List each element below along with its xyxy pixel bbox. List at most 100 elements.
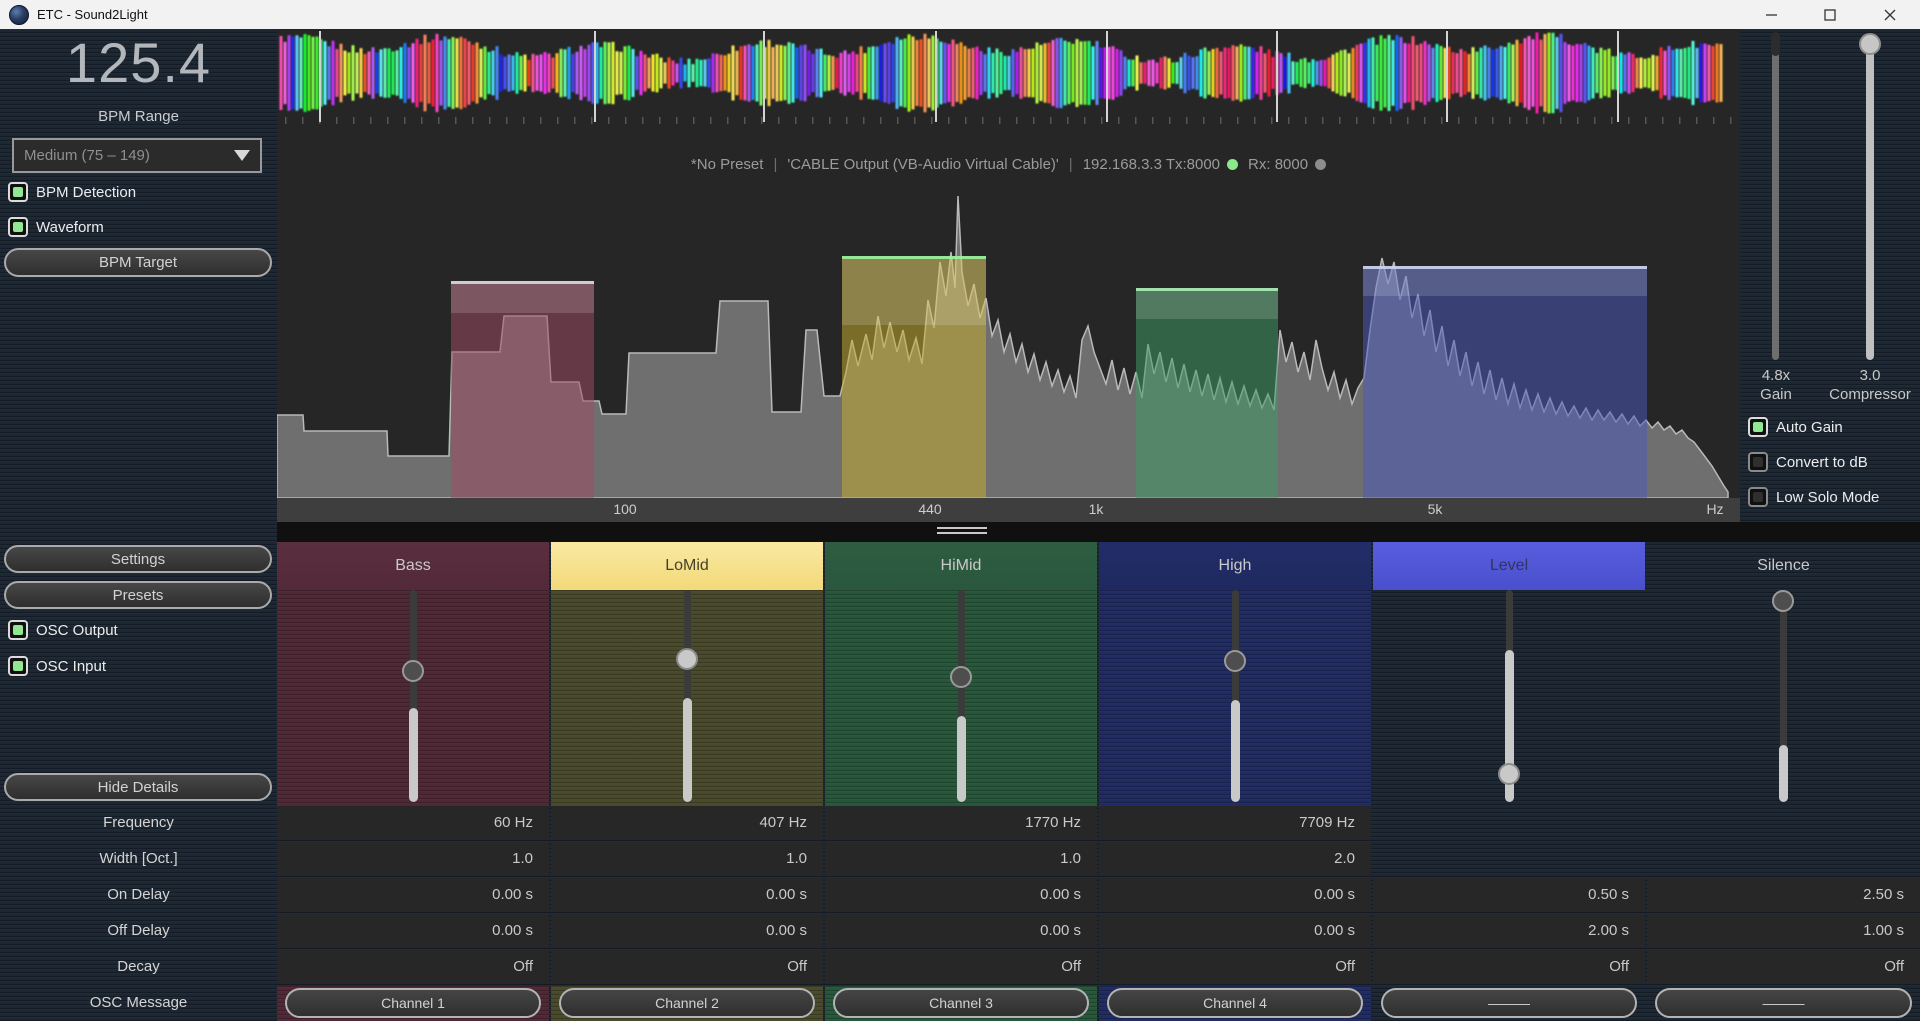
cell-off-delay-level[interactable]: 2.00 s	[1373, 914, 1645, 948]
minimize-button-icon[interactable]	[1749, 0, 1795, 29]
waveform-checkbox[interactable]	[8, 217, 28, 237]
channel-slider-handle-himid[interactable]	[950, 666, 972, 688]
channel-header-lomid[interactable]: LoMid	[551, 542, 823, 590]
compressor-slider-handle[interactable]	[1859, 33, 1881, 55]
channel-slider-handle-silence[interactable]	[1772, 590, 1794, 612]
cell-decay-level[interactable]: Off	[1373, 950, 1645, 984]
hide-details-button[interactable]: Hide Details	[4, 773, 272, 801]
bpm-detection-label: BPM Detection	[36, 183, 137, 201]
channel-level-meter-bass	[408, 708, 418, 802]
cell-width-oct-himid[interactable]: 1.0	[825, 842, 1097, 876]
gain-slider-handle[interactable]	[1771, 32, 1780, 56]
cell-frequency-bass[interactable]: 60 Hz	[277, 806, 549, 840]
channel-slider-track-bass[interactable]	[409, 590, 417, 802]
cell-decay-lomid[interactable]: Off	[551, 950, 823, 984]
cell-frequency-high[interactable]: 7709 Hz	[1099, 806, 1371, 840]
channel-slider-track-lomid[interactable]	[683, 590, 691, 802]
cell-on-delay-level[interactable]: 0.50 s	[1373, 878, 1645, 912]
presets-button[interactable]: Presets	[4, 581, 272, 609]
cell-decay-bass[interactable]: Off	[277, 950, 549, 984]
osc-input-checkbox[interactable]	[8, 656, 28, 676]
channel-slider-track-silence[interactable]	[1779, 590, 1787, 802]
preset-status: *No Preset	[690, 156, 764, 173]
channel-level-meter-silence	[1778, 745, 1788, 802]
cell-frequency-lomid[interactable]: 407 Hz	[551, 806, 823, 840]
rx-status-dot	[1315, 159, 1327, 170]
axis-tick-hz: Hz	[1706, 501, 1724, 517]
channel-slider-handle-lomid[interactable]	[676, 648, 698, 670]
osc-message-button-himid[interactable]: Channel 3	[833, 988, 1089, 1018]
channel-column-level: Level 0.50 s 2.00 s Off ———	[1373, 542, 1645, 1021]
channel-slider-handle-high[interactable]	[1224, 650, 1246, 672]
cell-decay-high[interactable]: Off	[1099, 950, 1371, 984]
left-sidebar: 125.4 BPM Range Medium (75 – 149) BPM De…	[0, 29, 277, 1021]
compressor-label: Compressor	[1829, 386, 1911, 403]
cell-width-oct-high[interactable]: 2.0	[1099, 842, 1371, 876]
channel-header-silence[interactable]: Silence	[1757, 557, 1810, 574]
cell-decay-silence[interactable]: Off	[1647, 950, 1920, 984]
axis-tick-5k: 5k	[1427, 501, 1443, 517]
channel-column-bass: Bass 60 Hz 1.0 0.00 s 0.00 s Off Channel 1	[277, 542, 549, 1021]
cell-on-delay-himid[interactable]: 0.00 s	[825, 878, 1097, 912]
spectrum-waveform-canvas	[277, 31, 1732, 499]
osc-input-row: OSC Input	[8, 655, 106, 677]
channel-header-himid[interactable]: HiMid	[825, 542, 1097, 590]
cell-off-delay-lomid[interactable]: 0.00 s	[551, 914, 823, 948]
gain-label: Gain	[1760, 386, 1792, 403]
cell-off-delay-himid[interactable]: 0.00 s	[825, 914, 1097, 948]
network-address: 192.168.3.3 Tx:8000	[1082, 156, 1221, 173]
row-label-on-delay: On Delay	[107, 886, 170, 903]
bpm-detection-row: BPM Detection	[8, 181, 136, 203]
frequency-axis: 100 440 1k 5k Hz	[277, 498, 1740, 522]
convert-to-db-checkbox[interactable]	[1748, 452, 1768, 472]
channel-slider-track-himid[interactable]	[957, 590, 965, 802]
cell-on-delay-silence[interactable]: 2.50 s	[1647, 878, 1920, 912]
row-label-width-oct: Width [Oct.]	[99, 850, 178, 867]
splitter-handle[interactable]	[277, 522, 1920, 542]
cell-on-delay-bass[interactable]: 0.00 s	[277, 878, 549, 912]
bpm-target-button[interactable]: BPM Target	[4, 248, 272, 277]
channel-slider-handle-level[interactable]	[1498, 763, 1520, 785]
channel-header-level[interactable]: Level	[1373, 542, 1645, 590]
compressor-slider-track[interactable]	[1866, 44, 1874, 360]
cell-decay-himid[interactable]: Off	[825, 950, 1097, 984]
gain-slider-track[interactable]	[1772, 38, 1779, 360]
waveform-bars	[279, 32, 1723, 114]
osc-message-button-level[interactable]: ———	[1381, 988, 1637, 1018]
channel-column-silence: Silence 2.50 s 1.00 s Off ———	[1647, 542, 1920, 1021]
cell-off-delay-silence[interactable]: 1.00 s	[1647, 914, 1920, 948]
bpm-range-label: BPM Range	[98, 108, 179, 125]
bpm-detection-checkbox[interactable]	[8, 182, 28, 202]
splitter-grip-line	[937, 532, 987, 534]
maximize-button-icon[interactable]	[1807, 0, 1853, 29]
cell-width-oct-bass[interactable]: 1.0	[277, 842, 549, 876]
channel-level-meter-high	[1230, 700, 1240, 802]
cell-on-delay-high[interactable]: 0.00 s	[1099, 878, 1371, 912]
channel-header-high[interactable]: High	[1099, 542, 1371, 590]
osc-output-checkbox[interactable]	[8, 620, 28, 640]
settings-button[interactable]: Settings	[4, 545, 272, 573]
beat-line	[1446, 31, 1448, 122]
cell-frequency-himid[interactable]: 1770 Hz	[825, 806, 1097, 840]
waveform-row: Waveform	[8, 216, 104, 238]
osc-message-button-lomid[interactable]: Channel 2	[559, 988, 815, 1018]
bpm-range-dropdown[interactable]: Medium (75 – 149)	[12, 138, 262, 173]
low-solo-mode-checkbox[interactable]	[1748, 487, 1768, 507]
osc-message-button-silence[interactable]: ———	[1655, 988, 1912, 1018]
osc-message-cell-lomid: Channel 2	[551, 986, 823, 1021]
close-button-icon[interactable]	[1867, 0, 1913, 29]
channel-slider-handle-bass[interactable]	[402, 660, 424, 682]
channel-header-bass[interactable]: Bass	[277, 542, 549, 590]
beat-line	[935, 31, 937, 122]
osc-message-button-high[interactable]: Channel 4	[1107, 988, 1363, 1018]
beat-line	[1106, 31, 1108, 122]
auto-gain-checkbox[interactable]	[1748, 417, 1768, 437]
osc-message-button-bass[interactable]: Channel 1	[285, 988, 541, 1018]
cell-off-delay-high[interactable]: 0.00 s	[1099, 914, 1371, 948]
channel-slider-track-high[interactable]	[1231, 590, 1239, 802]
channel-column-lomid: LoMid 407 Hz 1.0 0.00 s 0.00 s Off Channel 2	[551, 542, 823, 1021]
cell-off-delay-bass[interactable]: 0.00 s	[277, 914, 549, 948]
cell-width-oct-lomid[interactable]: 1.0	[551, 842, 823, 876]
cell-on-delay-lomid[interactable]: 0.00 s	[551, 878, 823, 912]
